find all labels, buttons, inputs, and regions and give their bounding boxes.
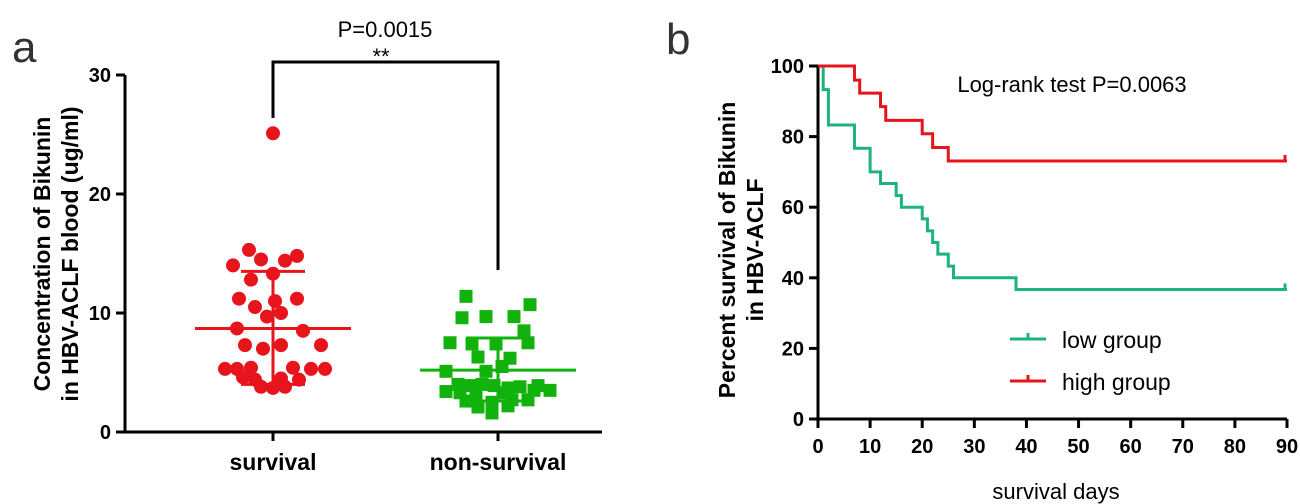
- panel-b-xlabel: survival days: [992, 479, 1119, 504]
- low-group-survival-curve: [818, 64, 1287, 291]
- non-survival-point: [521, 336, 535, 350]
- non-survival-point: [523, 298, 537, 312]
- non-survival-point: [471, 400, 485, 414]
- survival-point: [226, 258, 240, 273]
- panel-b-xtick-label: 80: [1224, 436, 1246, 458]
- panel-b-label: b: [666, 15, 690, 64]
- non-survival-point: [469, 387, 483, 401]
- panel-b-xtick-label: 10: [859, 436, 881, 458]
- panel-a-category-label: non-survival: [430, 449, 567, 475]
- panel-b-ytick-label: 0: [793, 409, 804, 431]
- non-survival-point: [455, 311, 469, 325]
- panel-b-xtick-label: 20: [911, 436, 933, 458]
- panel-a-ytick-label: 0: [100, 422, 111, 444]
- panel-b-ytick-label: 80: [782, 127, 804, 149]
- legend-label-low-group: low group: [1062, 327, 1162, 353]
- survival-point: [318, 361, 332, 376]
- non-survival-point: [479, 310, 493, 324]
- panel-b-ytick-label: 100: [771, 56, 804, 78]
- non-survival-point: [443, 336, 457, 350]
- panel-b-ytick-label: 60: [782, 197, 804, 219]
- survival-point: [244, 360, 258, 375]
- non-survival-point: [543, 383, 557, 397]
- survival-point: [290, 248, 304, 263]
- non-survival-point: [517, 324, 531, 338]
- survival-point: [248, 300, 262, 315]
- survival-point: [254, 379, 268, 394]
- survival-point: [296, 323, 310, 338]
- non-survival-point: [501, 399, 515, 413]
- panel-a-ytick-label: 30: [89, 65, 111, 87]
- panel-a-ylabel-line2: in HBV-ACLF blood (ug/ml): [57, 106, 83, 401]
- non-survival-point: [465, 337, 479, 351]
- panel-b-xtick-label: 50: [1067, 436, 1089, 458]
- non-survival-point: [507, 310, 521, 324]
- survival-point: [286, 360, 300, 375]
- legend-label-high-group: high group: [1062, 369, 1171, 395]
- survival-point: [238, 338, 252, 353]
- survival-point: [254, 252, 268, 267]
- scatter-chart-panel-a: Concentration of Bikunin in HBV-ACLF blo…: [29, 17, 602, 475]
- panel-b-xtick-label: 30: [963, 436, 985, 458]
- survival-point: [266, 126, 280, 141]
- panel-b-ytick-label: 20: [782, 338, 804, 360]
- panel-a-ylabel-line1: Concentration of Bikunin: [29, 117, 55, 392]
- survival-point: [242, 242, 256, 257]
- panel-a-label: a: [12, 23, 37, 72]
- panel-b-xtick-label: 60: [1120, 436, 1142, 458]
- significance-bracket: [271, 60, 500, 270]
- survival-point: [232, 291, 246, 306]
- survival-point: [304, 361, 318, 376]
- panel-b-xtick-label: 90: [1276, 436, 1298, 458]
- panel-a-category-label: survival: [230, 449, 317, 475]
- non-survival-point: [439, 385, 453, 399]
- survival-point: [268, 294, 282, 309]
- non-survival-point: [513, 380, 527, 394]
- non-survival-point: [459, 289, 473, 303]
- survival-point: [274, 306, 288, 320]
- non-survival-point: [471, 350, 485, 364]
- panel-a-pvalue: P=0.0015: [338, 17, 433, 42]
- high-group-survival-curve: [818, 64, 1287, 163]
- panel-b-ylabel-line1: Percent survival of Bikunin: [714, 102, 740, 399]
- survival-point: [278, 253, 292, 268]
- survival-point: [218, 361, 232, 376]
- panel-b-xtick-label: 70: [1172, 436, 1194, 458]
- survival-point: [290, 291, 304, 306]
- panel-a-ytick-label: 10: [89, 303, 111, 325]
- panel-b-ylabel-line2: in HBV-ACLF: [742, 178, 768, 321]
- panel-b-logrank-annotation: Log-rank test P=0.0063: [957, 72, 1186, 97]
- survival-point: [314, 338, 328, 353]
- panel-a-significance: **: [372, 44, 390, 69]
- survival-point: [260, 309, 274, 324]
- panel-b-xtick-label: 0: [812, 436, 823, 458]
- panel-b-xtick-label: 40: [1015, 436, 1037, 458]
- panel-b-ytick-label: 40: [782, 268, 804, 290]
- panel-a-ytick-label: 20: [89, 184, 111, 206]
- survival-point: [244, 272, 258, 287]
- non-survival-point: [485, 406, 499, 420]
- survival-point: [236, 370, 250, 385]
- survival-chart-panel-b: Percent survival of Bikunin in HBV-ACLF …: [714, 56, 1298, 504]
- survival-point: [256, 341, 270, 356]
- survival-point: [278, 379, 292, 394]
- survival-point: [274, 338, 288, 353]
